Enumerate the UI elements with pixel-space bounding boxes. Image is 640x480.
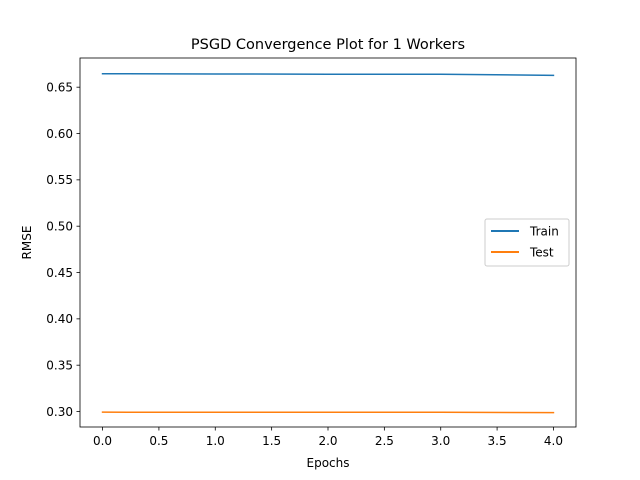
x-tick-label: 3.5 — [488, 434, 507, 448]
x-axis-ticks: 0.0 0.5 1.0 1.5 2.0 2.5 3.0 3.5 4.0 — [93, 427, 563, 448]
x-tick-label: 1.0 — [206, 434, 225, 448]
legend-label-train: Train — [529, 225, 559, 239]
legend-label-test: Test — [529, 246, 554, 260]
y-tick-label: 0.40 — [46, 312, 73, 326]
x-tick-label: 3.0 — [431, 434, 450, 448]
x-tick-label: 0.0 — [93, 434, 112, 448]
x-tick-label: 2.0 — [318, 434, 337, 448]
x-tick-label: 4.0 — [544, 434, 563, 448]
legend: Train Test — [484, 218, 570, 267]
x-tick-label: 1.5 — [262, 434, 281, 448]
y-axis-ticks: 0.30 0.35 0.40 0.45 0.50 0.55 0.60 0.65 — [46, 80, 80, 419]
x-tick-label: 0.5 — [149, 434, 168, 448]
series-layer — [101, 73, 555, 414]
y-tick-label: 0.35 — [46, 358, 73, 372]
x-tick-label: 2.5 — [375, 434, 394, 448]
y-tick-label: 0.45 — [46, 266, 73, 280]
chart-title: PSGD Convergence Plot for 1 Workers — [191, 37, 465, 53]
y-tick-label: 0.55 — [46, 173, 73, 187]
y-tick-label: 0.50 — [46, 219, 73, 233]
y-tick-label: 0.60 — [46, 127, 73, 141]
y-tick-label: 0.30 — [46, 405, 73, 419]
y-tick-label: 0.65 — [46, 80, 73, 94]
x-axis-label: Epochs — [307, 456, 350, 470]
y-axis-label: RMSE — [20, 226, 34, 260]
series-line-train — [101, 73, 555, 77]
